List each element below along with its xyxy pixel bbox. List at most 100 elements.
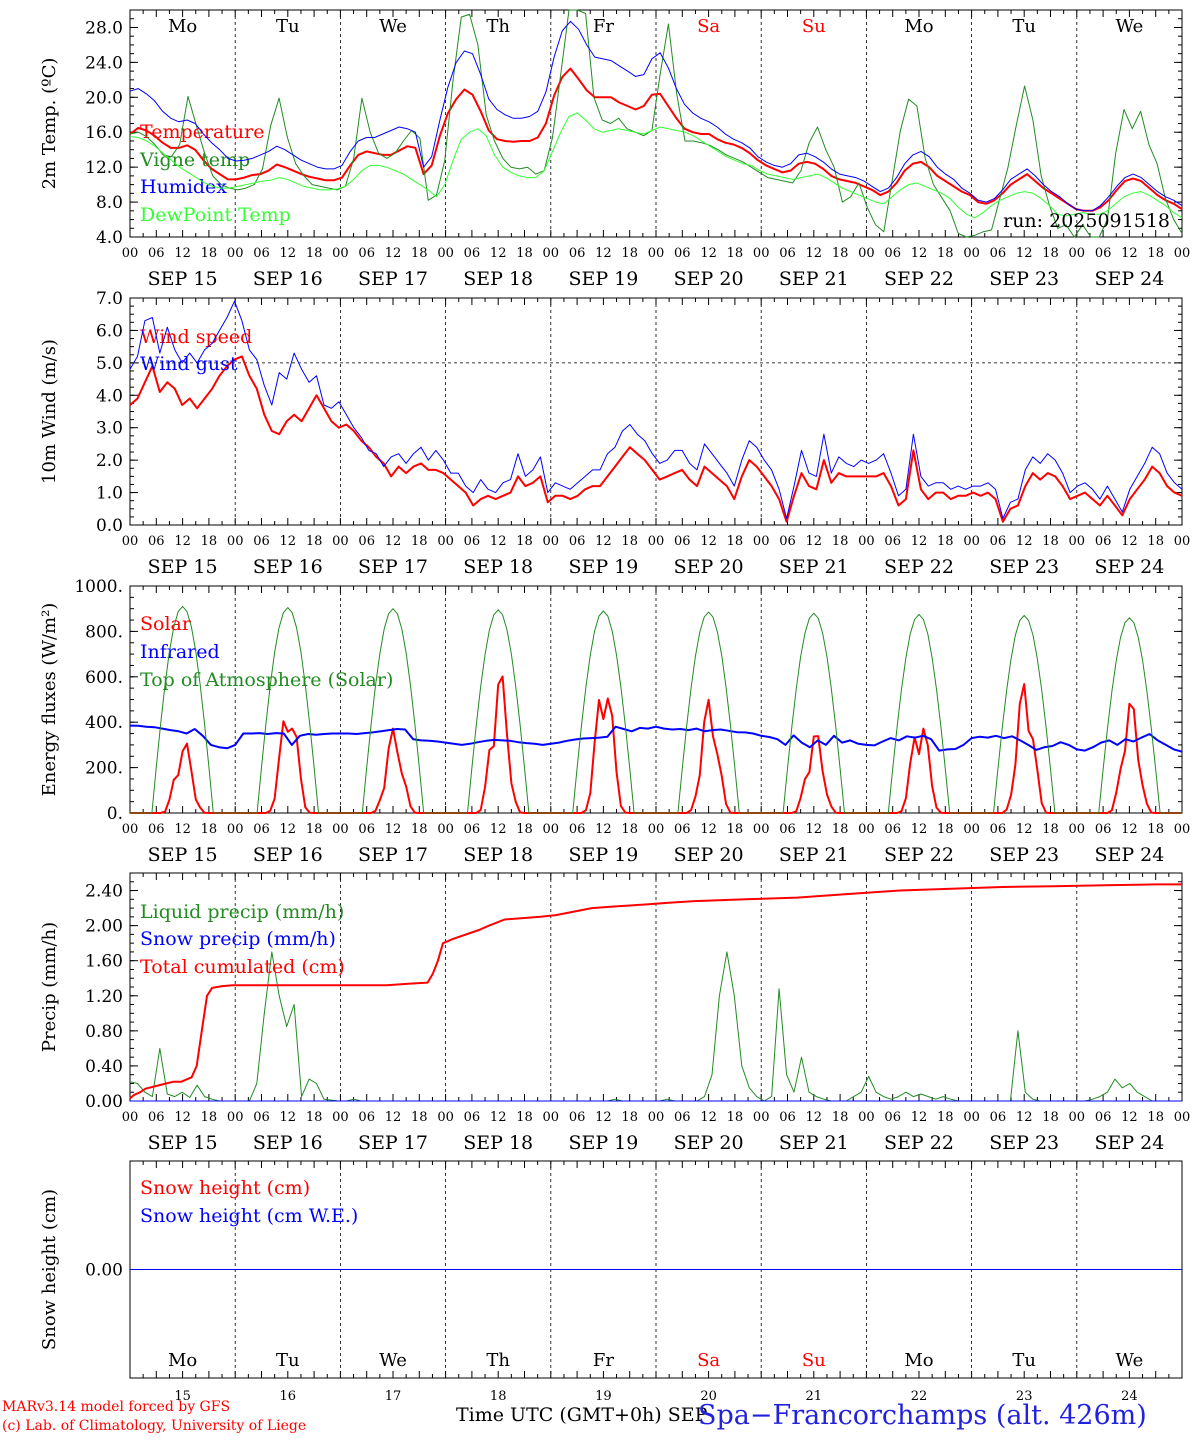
hour-tick-label: 12	[595, 534, 612, 549]
hour-tick-label: 18	[621, 246, 638, 261]
hour-tick-label: 18	[516, 822, 533, 837]
hour-tick-label: 18	[411, 1110, 428, 1125]
hour-tick-label: 06	[990, 246, 1007, 261]
hour-tick-label: 06	[1095, 246, 1112, 261]
hour-tick-label: 00	[437, 246, 454, 261]
hour-tick-label: 12	[700, 246, 717, 261]
hour-tick-label: 18	[201, 1110, 218, 1125]
date-label: SEP 15	[148, 1132, 218, 1154]
hour-tick-label: 12	[280, 534, 297, 549]
series-line-1-0	[129, 355, 1183, 523]
hour-tick-label: 12	[385, 246, 402, 261]
date-label: SEP 16	[253, 268, 323, 290]
legend-entry: Vigne temp	[139, 149, 250, 171]
hour-tick-label: 00	[1069, 822, 1086, 837]
hour-tick-label: 12	[911, 1110, 928, 1125]
hour-tick-label: 12	[1121, 246, 1138, 261]
hour-tick-label: 06	[674, 246, 691, 261]
hour-tick-label: 00	[543, 822, 560, 837]
hour-tick-label: 00	[227, 246, 244, 261]
hour-tick-label: 00	[1174, 534, 1191, 549]
day-number-label: 24	[1121, 1389, 1138, 1404]
date-label: SEP 24	[1094, 556, 1164, 578]
hour-tick-label: 12	[911, 534, 928, 549]
date-label: SEP 16	[253, 1132, 323, 1154]
date-label: SEP 17	[358, 556, 428, 578]
date-label: SEP 18	[463, 844, 533, 866]
hour-tick-label: 12	[280, 822, 297, 837]
weekday-label: Sa	[697, 16, 720, 37]
hour-tick-label: 18	[621, 1110, 638, 1125]
hour-tick-label: 00	[753, 534, 770, 549]
y-tick-label: 2.40	[85, 882, 123, 902]
hour-tick-label: 18	[1147, 822, 1164, 837]
hour-tick-label: 06	[148, 534, 165, 549]
hour-tick-label: 06	[569, 246, 586, 261]
day-number-label: 19	[595, 1389, 612, 1404]
hour-tick-label: 06	[779, 246, 796, 261]
y-tick-label: 12.0	[85, 158, 123, 178]
hour-tick-label: 12	[595, 822, 612, 837]
y-axis-label: 2m Temp. (ºC)	[39, 58, 60, 190]
date-label: SEP 20	[674, 268, 744, 290]
y-tick-label: 2.0	[96, 451, 123, 471]
hour-tick-label: 00	[1174, 246, 1191, 261]
day-number-label: 20	[700, 1389, 717, 1404]
hour-tick-label: 12	[174, 1110, 191, 1125]
hour-tick-label: 18	[306, 246, 323, 261]
hour-tick-label: 12	[1016, 1110, 1033, 1125]
date-label: SEP 19	[568, 1132, 638, 1154]
hour-tick-label: 12	[700, 822, 717, 837]
hour-tick-label: 00	[332, 246, 349, 261]
hour-tick-label: 18	[411, 246, 428, 261]
hour-tick-label: 06	[990, 822, 1007, 837]
hour-tick-label: 00	[753, 822, 770, 837]
date-label: SEP 21	[779, 268, 849, 290]
y-tick-label: 0.80	[85, 1022, 123, 1042]
hour-tick-label: 06	[464, 822, 481, 837]
legend-entry: Humidex	[140, 176, 227, 198]
hour-tick-label: 00	[1069, 534, 1086, 549]
date-label: SEP 15	[148, 268, 218, 290]
hour-tick-label: 06	[464, 534, 481, 549]
date-label: SEP 23	[989, 268, 1059, 290]
legend-entry: Snow height (cm W.E.)	[140, 1205, 358, 1227]
hour-tick-label: 18	[411, 822, 428, 837]
hour-tick-label: 00	[648, 1110, 665, 1125]
hour-tick-label: 18	[516, 534, 533, 549]
hour-tick-label: 06	[148, 246, 165, 261]
hour-tick-label: 18	[937, 246, 954, 261]
day-number-label: 17	[385, 1389, 402, 1404]
weekday-label: Th	[486, 16, 510, 37]
date-label: SEP 20	[674, 556, 744, 578]
y-tick-label: 1.60	[85, 952, 123, 972]
date-label: SEP 15	[148, 556, 218, 578]
hour-tick-label: 06	[990, 534, 1007, 549]
hour-tick-label: 12	[1016, 534, 1033, 549]
hour-tick-label: 18	[832, 1110, 849, 1125]
hour-tick-label: 18	[1147, 534, 1164, 549]
date-label: SEP 22	[884, 844, 954, 866]
y-tick-label: 0.	[107, 804, 123, 824]
series-line-0-3	[129, 112, 1183, 219]
date-label: SEP 23	[989, 844, 1059, 866]
hour-tick-label: 18	[727, 246, 744, 261]
hour-tick-label: 00	[858, 246, 875, 261]
legend-entry: DewPoint Temp	[140, 204, 291, 226]
y-tick-label: 200.	[85, 759, 123, 779]
hour-tick-label: 12	[1016, 246, 1033, 261]
y-tick-label: 8.0	[96, 193, 123, 213]
y-tick-label: 20.0	[85, 88, 123, 108]
date-label: SEP 20	[674, 844, 744, 866]
legend-entry: Infrared	[140, 641, 220, 663]
series-line-0-0	[129, 67, 1183, 212]
day-number-label: 15	[174, 1389, 191, 1404]
hour-tick-label: 18	[832, 534, 849, 549]
day-number-label: 23	[1016, 1389, 1033, 1404]
x-axis-title: Time UTC (GMT+0h) SEP	[456, 1404, 708, 1426]
hour-tick-label: 18	[1042, 246, 1059, 261]
hour-tick-label: 12	[806, 246, 823, 261]
hour-tick-label: 12	[700, 534, 717, 549]
hour-tick-label: 12	[595, 246, 612, 261]
hour-tick-label: 06	[148, 822, 165, 837]
